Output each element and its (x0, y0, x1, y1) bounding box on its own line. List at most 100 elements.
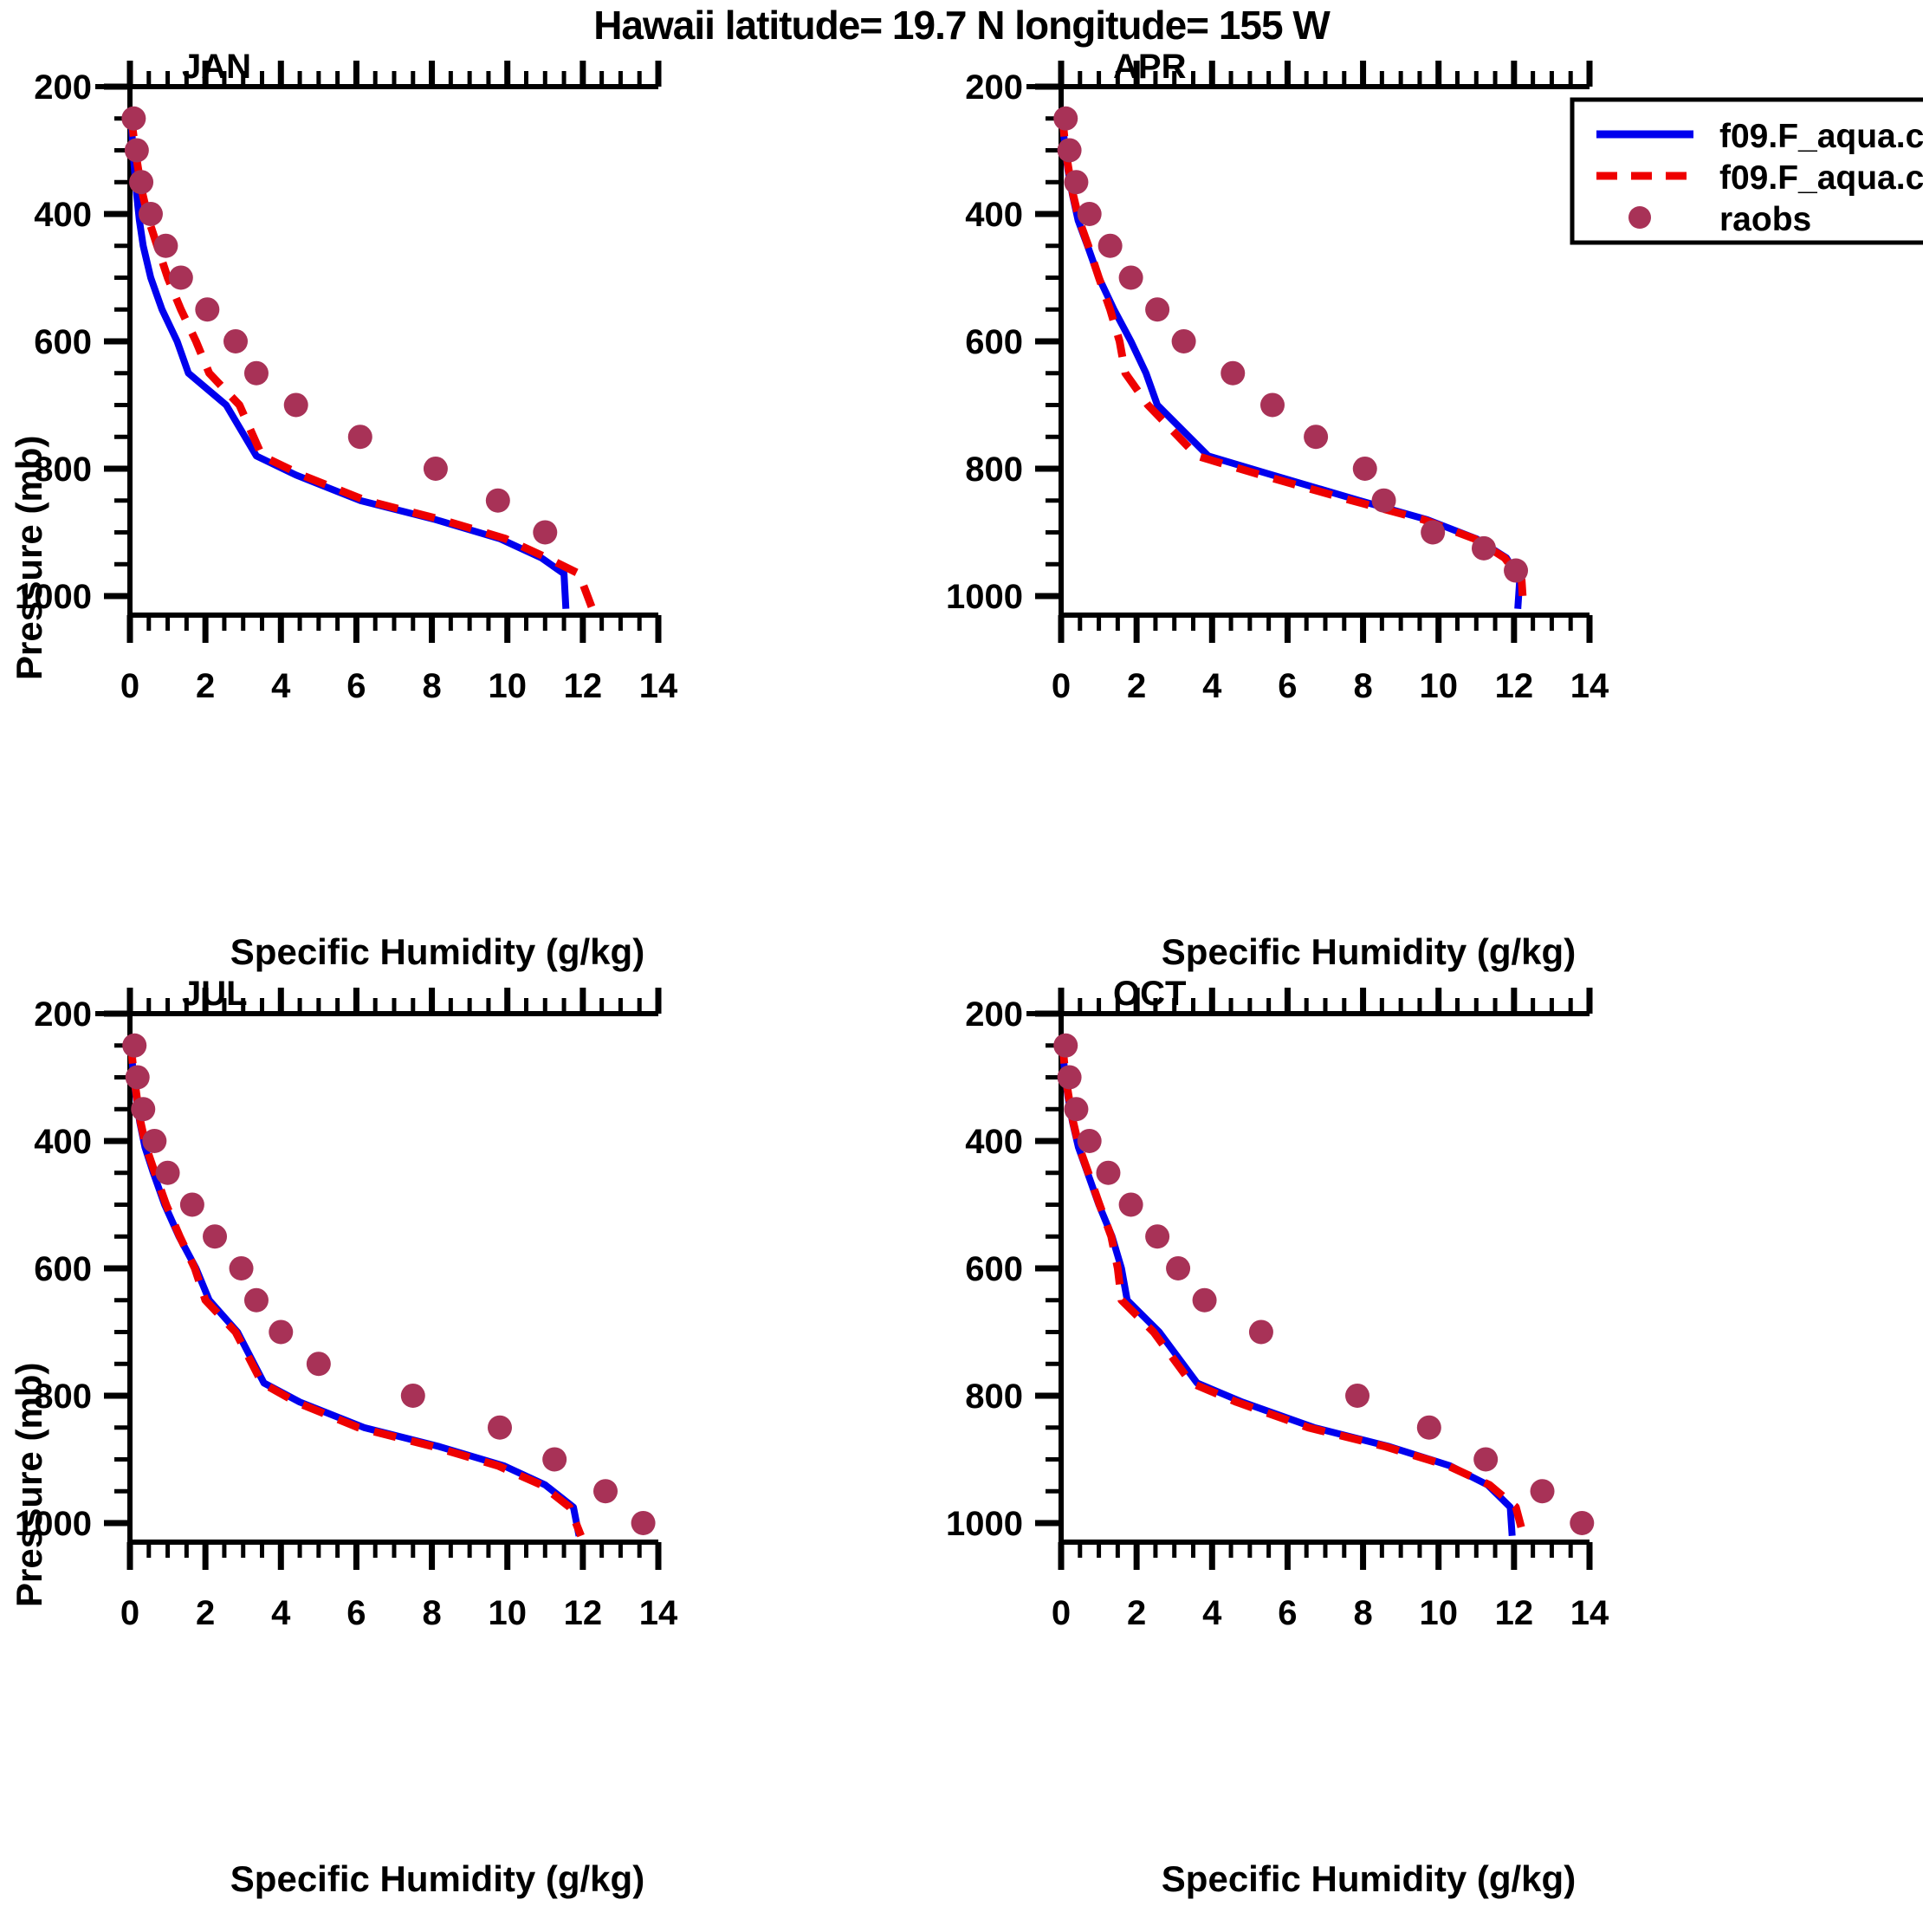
y-tick-label: 800 (34, 1378, 92, 1416)
scatter-point (1220, 360, 1246, 386)
scatter-point (124, 138, 149, 163)
x-tick-label: 6 (1278, 1594, 1297, 1632)
x-tick-label: 10 (1419, 1594, 1458, 1632)
scatter-point (1118, 265, 1143, 290)
scatter-point (306, 1352, 331, 1377)
scatter-point (1118, 1192, 1143, 1217)
x-tick-label: 14 (639, 1594, 678, 1632)
legend-swatch-marker (1628, 206, 1651, 229)
scatter-point (155, 1160, 180, 1185)
x-tick-label: 0 (1052, 667, 1071, 705)
y-tick-label: 1000 (946, 578, 1023, 616)
panel-title-jul: JUL (182, 975, 248, 1013)
scatter-point (1077, 1128, 1102, 1153)
x-tick-label: 8 (1353, 1594, 1372, 1632)
panel-jan: Pressure (mb) Specific Humidity (g/kg) J… (0, 48, 962, 992)
scatter-point (195, 297, 220, 322)
scatter-point (223, 328, 248, 353)
figure-title: Hawaii latitude= 19.7 N longitude= 155 W (593, 3, 1331, 48)
x-tick-label: 0 (1052, 1594, 1071, 1632)
scatter-raobs (1053, 1033, 1595, 1535)
x-tick-label: 4 (271, 1594, 291, 1632)
x-tick-label: 14 (639, 667, 678, 705)
panel-title-oct: OCT (1113, 975, 1187, 1013)
scatter-point (1260, 392, 1285, 418)
scatter-point (1064, 1097, 1089, 1122)
y-tick-label: 800 (965, 1378, 1023, 1416)
scatter-point (243, 360, 269, 386)
scatter-point (593, 1479, 618, 1504)
series-line-blue-solid (1058, 1041, 1516, 1536)
x-axis-label-apr: Specific Humidity (g/kg) (1161, 931, 1577, 972)
x-tick-label: 0 (120, 1594, 139, 1632)
scatter-point (485, 488, 510, 513)
scatter-point (347, 425, 372, 450)
plot-area-apr: 200 400 600 800 1000 0 2 4 6 8 10 12 14 f09.F_aqua.c f… (946, 61, 1923, 705)
scatter-point (1057, 138, 1082, 163)
scatter-point (1192, 1287, 1217, 1313)
scatter-raobs (121, 106, 558, 545)
scatter-point (1166, 1255, 1191, 1280)
scatter-point (168, 265, 193, 290)
x-tick-label: 12 (564, 667, 603, 705)
y-tick-label: 200 (34, 995, 92, 1034)
y-tick-label: 600 (34, 1250, 92, 1288)
y-tick-label: 1000 (15, 1505, 92, 1543)
scatter-point (125, 1065, 150, 1090)
y-tick-label: 400 (965, 1123, 1023, 1161)
x-tick-label: 8 (422, 667, 441, 705)
x-tick-label: 2 (1127, 667, 1146, 705)
scatter-point (153, 233, 178, 258)
scatter-point (269, 1319, 294, 1345)
y-tick-label: 600 (965, 1250, 1023, 1288)
scatter-point (1472, 535, 1496, 561)
scatter-point (142, 1128, 167, 1153)
x-tick-label: 4 (1202, 1594, 1222, 1632)
panel-oct: Specific Humidity (g/kg) OCT 200 400 600 80… (931, 975, 1923, 1919)
panel-title-apr: APR (1113, 48, 1187, 86)
scatter-point (122, 1033, 147, 1058)
x-tick-label: 4 (271, 667, 291, 705)
scatter-point (423, 456, 448, 481)
x-tick-label: 12 (1495, 1594, 1534, 1632)
x-axis-label-jan: Specific Humidity (g/kg) (230, 931, 645, 972)
y-tick-label: 600 (965, 323, 1023, 361)
scatter-point (1053, 106, 1078, 131)
scatter-point (243, 1287, 269, 1313)
series-line-blue-solid (126, 1041, 583, 1537)
scatter-point (229, 1255, 254, 1280)
plot-area-jan: 200 400 600 800 1000 0 2 4 6 8 10 12 14 (15, 61, 678, 705)
scatter-point (1077, 201, 1102, 226)
x-tick-label: 10 (488, 1594, 527, 1632)
y-tick-label: 400 (965, 196, 1023, 234)
x-axis-label-oct: Specific Humidity (g/kg) (1161, 1858, 1577, 1899)
x-tick-label: 6 (346, 1594, 366, 1632)
y-tick-label: 1000 (15, 578, 92, 616)
scatter-point (138, 201, 163, 226)
y-axis-label-jan: Pressure (mb) (9, 435, 49, 680)
scatter-point (1096, 1160, 1121, 1185)
x-tick-label: 8 (1353, 667, 1372, 705)
y-tick-label: 600 (34, 323, 92, 361)
series-line-red-dashed (126, 113, 597, 611)
scatter-point (129, 170, 154, 195)
x-tick-label: 6 (346, 667, 366, 705)
scatter-point (400, 1383, 425, 1408)
scatter-point (533, 520, 558, 545)
y-tick-label: 800 (34, 451, 92, 489)
x-tick-label: 2 (196, 1594, 215, 1632)
scatter-point (121, 106, 146, 131)
scatter-raobs (1053, 106, 1529, 583)
scatter-point (1416, 1415, 1441, 1440)
legend-label: raobs (1719, 201, 1811, 238)
scatter-point (1570, 1510, 1595, 1535)
y-tick-label: 200 (34, 68, 92, 107)
scatter-point (1530, 1479, 1555, 1504)
scatter-point (1171, 328, 1196, 353)
series-line-blue-solid (1058, 113, 1524, 609)
scatter-point (203, 1224, 228, 1249)
x-tick-label: 6 (1278, 667, 1297, 705)
scatter-point (1064, 170, 1089, 195)
plot-area-oct: 200 400 600 800 1000 0 2 4 6 8 10 12 14 (946, 988, 1609, 1632)
